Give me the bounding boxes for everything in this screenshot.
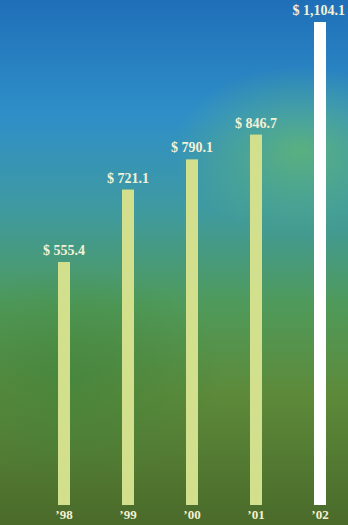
data-label: $ 721.1 bbox=[107, 171, 149, 186]
chart: $ 555.4 $ 721.1 $ 790.1 $ 846.7 $ 1,104.1 ’98… bbox=[0, 0, 348, 525]
data-label: $ 555.4 bbox=[43, 243, 85, 258]
data-label: $ 1,104.1 bbox=[293, 3, 346, 18]
bar bbox=[186, 159, 198, 505]
background bbox=[0, 0, 348, 525]
data-label: $ 846.7 bbox=[235, 116, 277, 131]
x-axis-labels: ’98 ’99 ’00 ’01 ’02 bbox=[55, 507, 328, 522]
bar bbox=[58, 262, 70, 505]
data-labels: $ 555.4 $ 721.1 $ 790.1 $ 846.7 $ 1,104.1 bbox=[43, 3, 345, 258]
x-tick-label: ’01 bbox=[247, 507, 264, 522]
bar bbox=[122, 190, 134, 505]
bar bbox=[314, 22, 326, 505]
x-tick-label: ’02 bbox=[311, 507, 328, 522]
x-tick-label: ’99 bbox=[119, 507, 137, 522]
bars bbox=[58, 22, 326, 505]
x-tick-label: ’98 bbox=[55, 507, 73, 522]
x-tick-label: ’00 bbox=[183, 507, 200, 522]
data-label: $ 790.1 bbox=[171, 140, 213, 155]
bar bbox=[250, 135, 262, 505]
